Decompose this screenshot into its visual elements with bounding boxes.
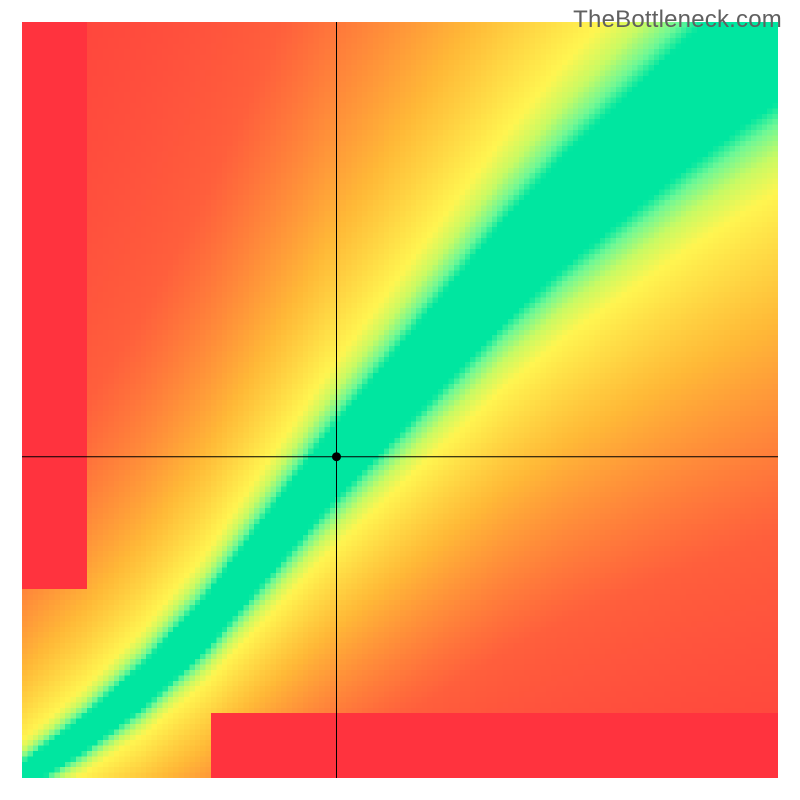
watermark: TheBottleneck.com	[573, 6, 782, 34]
bottleneck-heatmap	[22, 22, 778, 778]
heatmap-canvas	[22, 22, 778, 778]
